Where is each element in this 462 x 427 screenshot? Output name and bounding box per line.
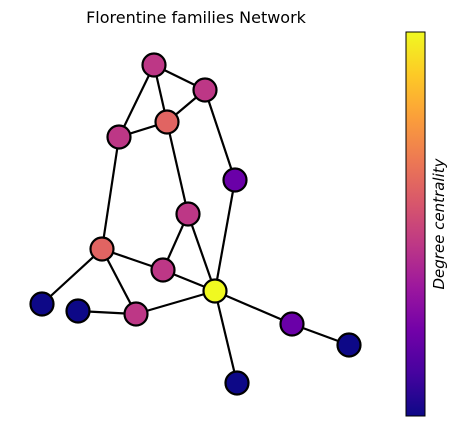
node-n7 [89,236,115,262]
edge-n6-n9 [186,213,217,292]
edge-n4-n6 [165,121,190,215]
colorbar [405,31,426,417]
node-n15 [336,332,362,358]
edge-n2-n5 [203,89,237,181]
node-n3 [106,124,132,150]
node-n14 [224,370,250,396]
edge-n5-n9 [213,179,237,292]
node-n8 [150,257,176,283]
node-n4 [154,109,180,135]
edge-n12-n9 [135,289,216,316]
node-n12 [123,301,149,327]
chart-title: Florentine families Network [86,8,307,27]
edge-n1-n3 [118,64,155,138]
node-n5 [222,167,248,193]
node-n6 [175,201,201,227]
edge-n3-n7 [100,136,121,250]
node-n9 [202,278,228,304]
nodes-layer [29,52,362,396]
node-n2 [192,77,218,103]
node-n11 [65,298,91,324]
node-n10 [29,291,55,317]
edge-n9-n13 [214,289,293,326]
colorbar-label: Degree centrality [430,157,448,289]
edge-n9-n14 [213,290,239,384]
edge-n7-n10 [41,248,103,305]
node-n13 [279,311,305,337]
node-n1 [141,52,167,78]
